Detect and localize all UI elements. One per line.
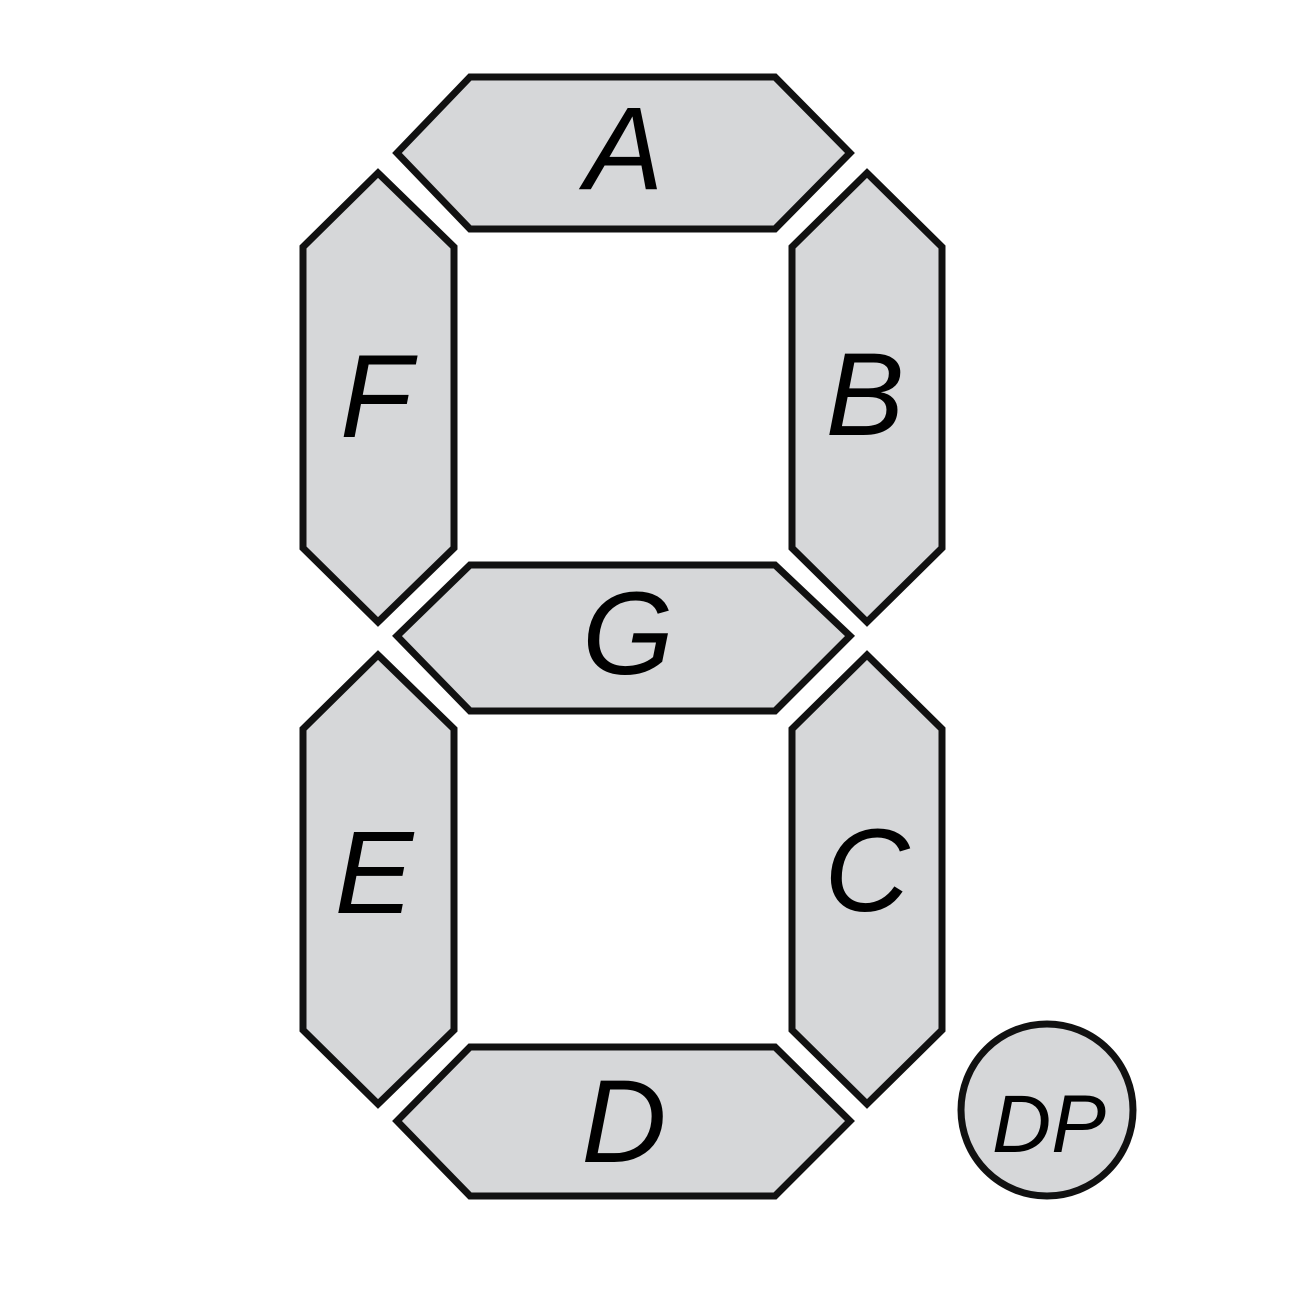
segment-b: B xyxy=(788,168,946,627)
segment-g-shape xyxy=(392,561,856,715)
segment-c-shape xyxy=(788,650,946,1109)
segment-b-shape xyxy=(788,168,946,627)
segment-d-label: D xyxy=(581,1056,666,1188)
segment-c: C xyxy=(788,650,946,1109)
segment-e: E xyxy=(299,650,458,1109)
segment-b-label: B xyxy=(826,329,905,461)
segment-a-label: A xyxy=(579,83,664,215)
segment-c-label: C xyxy=(824,805,910,937)
segment-d: D xyxy=(392,1043,855,1200)
segment-a: A xyxy=(392,73,855,233)
segment-g: G xyxy=(392,561,856,715)
segment-e-label: E xyxy=(335,807,415,939)
segment-f-label: F xyxy=(340,331,418,463)
segment-e-shape xyxy=(299,650,458,1109)
decimal-point-shape xyxy=(957,1020,1137,1200)
segment-f: F xyxy=(299,168,458,627)
decimal-point: DP xyxy=(957,1020,1137,1200)
segment-d-shape xyxy=(392,1043,855,1200)
segment-f-shape xyxy=(299,168,458,627)
segment-a-shape xyxy=(392,73,855,233)
decimal-point-label: DP xyxy=(992,1079,1106,1170)
segment-g-label: G xyxy=(582,568,674,700)
